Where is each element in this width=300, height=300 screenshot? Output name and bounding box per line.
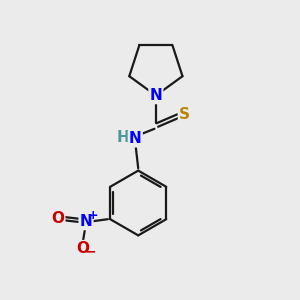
Text: −: − [85,244,97,259]
Text: O: O [76,241,89,256]
Text: N: N [80,214,92,229]
Text: O: O [51,211,64,226]
Text: N: N [149,88,162,103]
Text: N: N [129,131,142,146]
Text: H: H [116,130,129,145]
Text: +: + [87,209,98,222]
Text: S: S [179,107,190,122]
